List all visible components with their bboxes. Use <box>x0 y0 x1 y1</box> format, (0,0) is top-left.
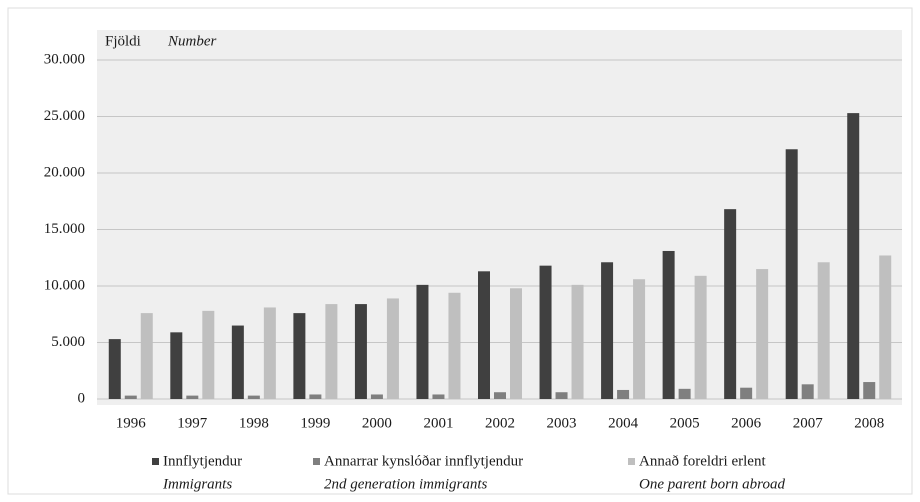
bar <box>325 304 338 399</box>
y-tick-label: 0 <box>78 390 86 406</box>
legend-label-en: 2nd generation immigrants <box>324 476 487 492</box>
bar <box>571 284 584 399</box>
bar <box>263 307 276 399</box>
x-tick-label: 2000 <box>362 415 392 431</box>
bar <box>386 298 399 399</box>
x-tick-label: 2007 <box>793 415 824 431</box>
legend-label-en: Immigrants <box>162 476 232 492</box>
bar <box>539 265 552 399</box>
x-tick-label: 2005 <box>670 415 700 431</box>
legend-label: Innflytjendur <box>163 453 242 469</box>
x-tick-label: 2002 <box>485 415 515 431</box>
y-axis-label-en: Number <box>167 33 216 49</box>
x-tick-label: 1999 <box>300 415 330 431</box>
legend-label: Annað foreldri erlent <box>639 453 766 469</box>
y-tick-label: 15.000 <box>44 221 85 237</box>
legend-label-en: One parent born abroad <box>639 476 785 492</box>
bar <box>662 250 675 399</box>
legend-swatch <box>313 458 320 465</box>
legend-swatch <box>628 458 635 465</box>
legend-label: Annarrar kynslóðar innflytjendur <box>324 453 523 469</box>
bar <box>879 255 892 399</box>
bar <box>370 394 383 399</box>
bar <box>432 394 445 399</box>
y-tick-label: 25.000 <box>44 108 85 124</box>
bar <box>170 332 183 399</box>
x-tick-label: 2001 <box>423 415 453 431</box>
bar <box>231 325 244 399</box>
x-tick-label: 1997 <box>177 415 208 431</box>
legend-swatch <box>152 458 159 465</box>
x-tick-label: 2008 <box>854 415 884 431</box>
x-tick-label: 1996 <box>116 415 147 431</box>
bar <box>694 275 707 399</box>
x-tick-label: 2006 <box>731 415 762 431</box>
plot-area <box>97 30 902 405</box>
bar <box>354 304 367 399</box>
bar <box>186 395 199 399</box>
bar <box>494 392 506 399</box>
bar <box>740 387 753 399</box>
x-tick-label: 2004 <box>608 415 639 431</box>
bar <box>416 284 429 399</box>
y-tick-label: 30.000 <box>44 51 85 67</box>
x-tick-label: 1998 <box>239 415 269 431</box>
y-tick-label: 20.000 <box>44 164 85 180</box>
y-tick-label: 10.000 <box>44 277 85 293</box>
y-axis-label: Fjöldi <box>105 33 141 49</box>
bar <box>863 382 876 399</box>
bar <box>633 279 646 399</box>
bar <box>202 310 215 399</box>
bar <box>756 269 769 399</box>
bar <box>617 389 630 399</box>
bar <box>510 288 522 399</box>
bar <box>724 209 737 399</box>
bar <box>678 388 691 399</box>
bar <box>108 339 121 399</box>
bar <box>601 262 614 399</box>
bar <box>448 292 461 399</box>
bar <box>555 392 568 399</box>
y-tick-label: 5.000 <box>51 334 85 350</box>
bar <box>785 149 798 399</box>
x-tick-label: 2003 <box>547 415 577 431</box>
bar <box>247 395 260 399</box>
bar <box>124 395 137 399</box>
bar <box>309 394 322 399</box>
bar <box>801 384 814 399</box>
bar <box>847 113 860 400</box>
bar <box>140 313 153 399</box>
bar <box>478 271 490 399</box>
bar <box>817 262 830 399</box>
bar <box>293 313 306 399</box>
